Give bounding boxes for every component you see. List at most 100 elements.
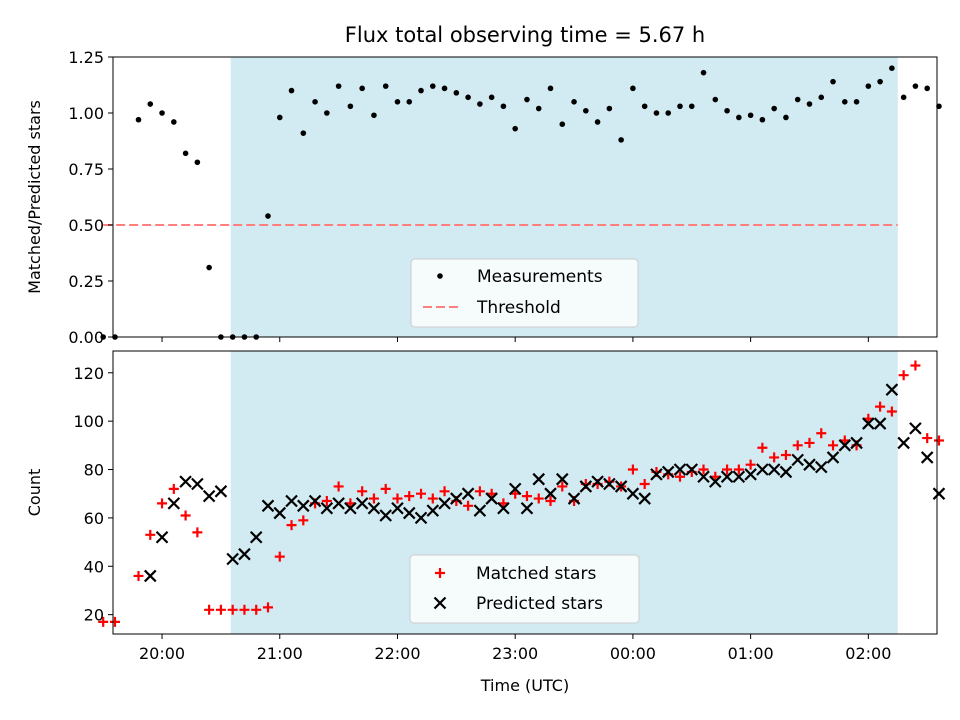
measurement-point	[700, 69, 707, 76]
count-y-ticks: 20 40 60 80 100 120	[73, 364, 113, 625]
measurement-point	[724, 107, 730, 114]
matched-star-point	[875, 401, 886, 412]
predicted-star-point	[909, 422, 922, 435]
measurement-point	[618, 137, 624, 143]
measurement-point	[500, 103, 507, 110]
ratio-x-ticks	[161, 337, 869, 342]
predicted-star-point	[143, 569, 157, 583]
predicted-star-point	[720, 470, 734, 484]
measurement-point	[477, 101, 483, 107]
matched-star-point	[380, 483, 391, 494]
count-panel-frame	[112, 350, 938, 635]
matched-star-point	[427, 493, 438, 504]
measurement-point	[677, 103, 683, 110]
measurement-point	[535, 105, 542, 112]
y-tick-label: 0.75	[68, 160, 104, 179]
legend-marker-matched	[435, 568, 445, 578]
y-tick-label: 60	[84, 509, 104, 528]
y-tick-label: 120	[73, 364, 104, 383]
measurement-point	[889, 65, 895, 71]
measurement-point	[912, 83, 919, 89]
measurement-point	[877, 78, 883, 85]
y-tick-label: 40	[84, 557, 104, 576]
predicted-star-point	[885, 383, 899, 396]
predicted-star-point	[508, 482, 522, 496]
measurement-point	[347, 103, 354, 110]
matched-stars-points	[98, 360, 944, 627]
matched-star-point	[98, 616, 109, 627]
ratio-y-axis-label: Matched/Predicted stars	[25, 100, 44, 294]
measurement-point	[265, 213, 271, 219]
matched-star-point	[474, 486, 485, 497]
legend-label-matched: Matched stars	[476, 564, 596, 584]
matched-star-point	[804, 437, 815, 448]
matched-star-point	[910, 360, 921, 371]
x-tick-label: 01:00	[728, 644, 774, 663]
predicted-star-point	[308, 494, 322, 508]
matched-star-point	[251, 604, 262, 615]
predicted-star-point	[473, 504, 487, 517]
predicted-star-point	[155, 530, 169, 544]
matched-star-point	[769, 452, 780, 463]
matched-star-point	[215, 604, 226, 615]
matched-star-point	[262, 602, 273, 613]
matched-star-point	[357, 486, 368, 497]
predicted-star-point	[850, 436, 863, 450]
measurement-point	[653, 110, 660, 116]
matched-star-point	[557, 481, 568, 492]
measurement-point	[571, 99, 577, 105]
y-tick-label: 0.25	[68, 272, 104, 291]
ratio-panel: 0.00 0.25 0.50 0.75 1.00 1.25 Matched/Predict…	[25, 48, 942, 347]
predicted-star-point	[355, 497, 369, 510]
predicted-stars-points	[143, 383, 946, 583]
matched-star-point	[333, 481, 344, 492]
matched-star-point	[274, 551, 285, 562]
count-x-ticks: 20:00 21:00 22:00 23:00 00:00 01:00 02:00	[139, 634, 891, 663]
measurement-point	[135, 116, 142, 123]
predicted-star-point	[391, 501, 404, 515]
predicted-star-point	[402, 506, 416, 520]
ratio-panel-frame	[112, 56, 938, 338]
measurement-point	[394, 99, 401, 105]
measurement-point	[900, 94, 907, 101]
predicted-star-point	[756, 463, 769, 476]
matched-star-point	[204, 604, 215, 615]
predicted-star-point	[226, 552, 239, 566]
predicted-star-point	[332, 497, 345, 510]
matched-star-point	[545, 495, 556, 506]
measurement-point	[453, 90, 460, 96]
matched-star-point	[145, 529, 156, 540]
predicted-star-point	[450, 492, 463, 505]
measurement-point	[830, 78, 836, 85]
measurement-point	[583, 107, 589, 114]
matched-star-point	[757, 442, 768, 453]
predicted-star-point	[238, 547, 251, 561]
matched-star-point	[192, 527, 203, 538]
measurement-point	[382, 83, 389, 89]
figure-title: Flux total observing time = 5.67 h	[345, 23, 705, 47]
measurement-point	[159, 110, 165, 116]
predicted-star-point	[814, 460, 828, 474]
matched-star-point	[521, 491, 532, 502]
matched-star-point	[157, 498, 168, 509]
measurement-point	[783, 114, 789, 121]
predicted-star-point	[320, 501, 334, 515]
predicted-star-point	[297, 499, 310, 513]
predicted-star-point	[532, 472, 546, 486]
x-tick-label: 22:00	[374, 644, 420, 663]
matched-star-point	[816, 428, 827, 439]
y-tick-label: 0.00	[68, 328, 104, 347]
predicted-star-point	[603, 477, 616, 491]
measurement-point	[406, 99, 413, 105]
matched-star-point	[922, 433, 933, 444]
measurement-point	[736, 114, 742, 121]
matched-star-point	[698, 464, 709, 475]
predicted-star-point	[438, 497, 451, 510]
measurement-point	[359, 85, 365, 92]
predicted-star-point	[803, 458, 816, 471]
measurement-point	[688, 103, 695, 110]
predicted-star-point	[426, 504, 440, 517]
legend-label-measurements: Measurements	[477, 267, 603, 287]
predicted-star-point	[673, 463, 687, 476]
